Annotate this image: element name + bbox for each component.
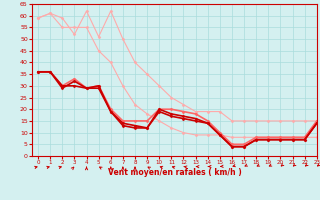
X-axis label: Vent moyen/en rafales ( km/h ): Vent moyen/en rafales ( km/h ) bbox=[108, 168, 241, 177]
